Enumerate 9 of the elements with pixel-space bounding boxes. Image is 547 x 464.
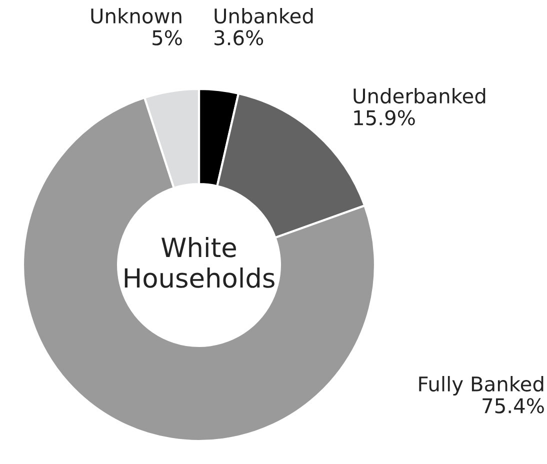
text: White Households: [124, 236, 274, 288]
slice-label: Underbanked: [354, 88, 486, 104]
data-label: 15.9%: [354, 110, 415, 126]
slice-label: Unbanked: [214, 8, 313, 24]
slice-label: Unknown: [91, 8, 182, 24]
slice-label: Fully Banked: [419, 376, 544, 396]
data-label: 75.4%: [482, 398, 544, 414]
data-label: 5%: [152, 30, 182, 46]
data-label: 3.6%: [214, 30, 264, 46]
